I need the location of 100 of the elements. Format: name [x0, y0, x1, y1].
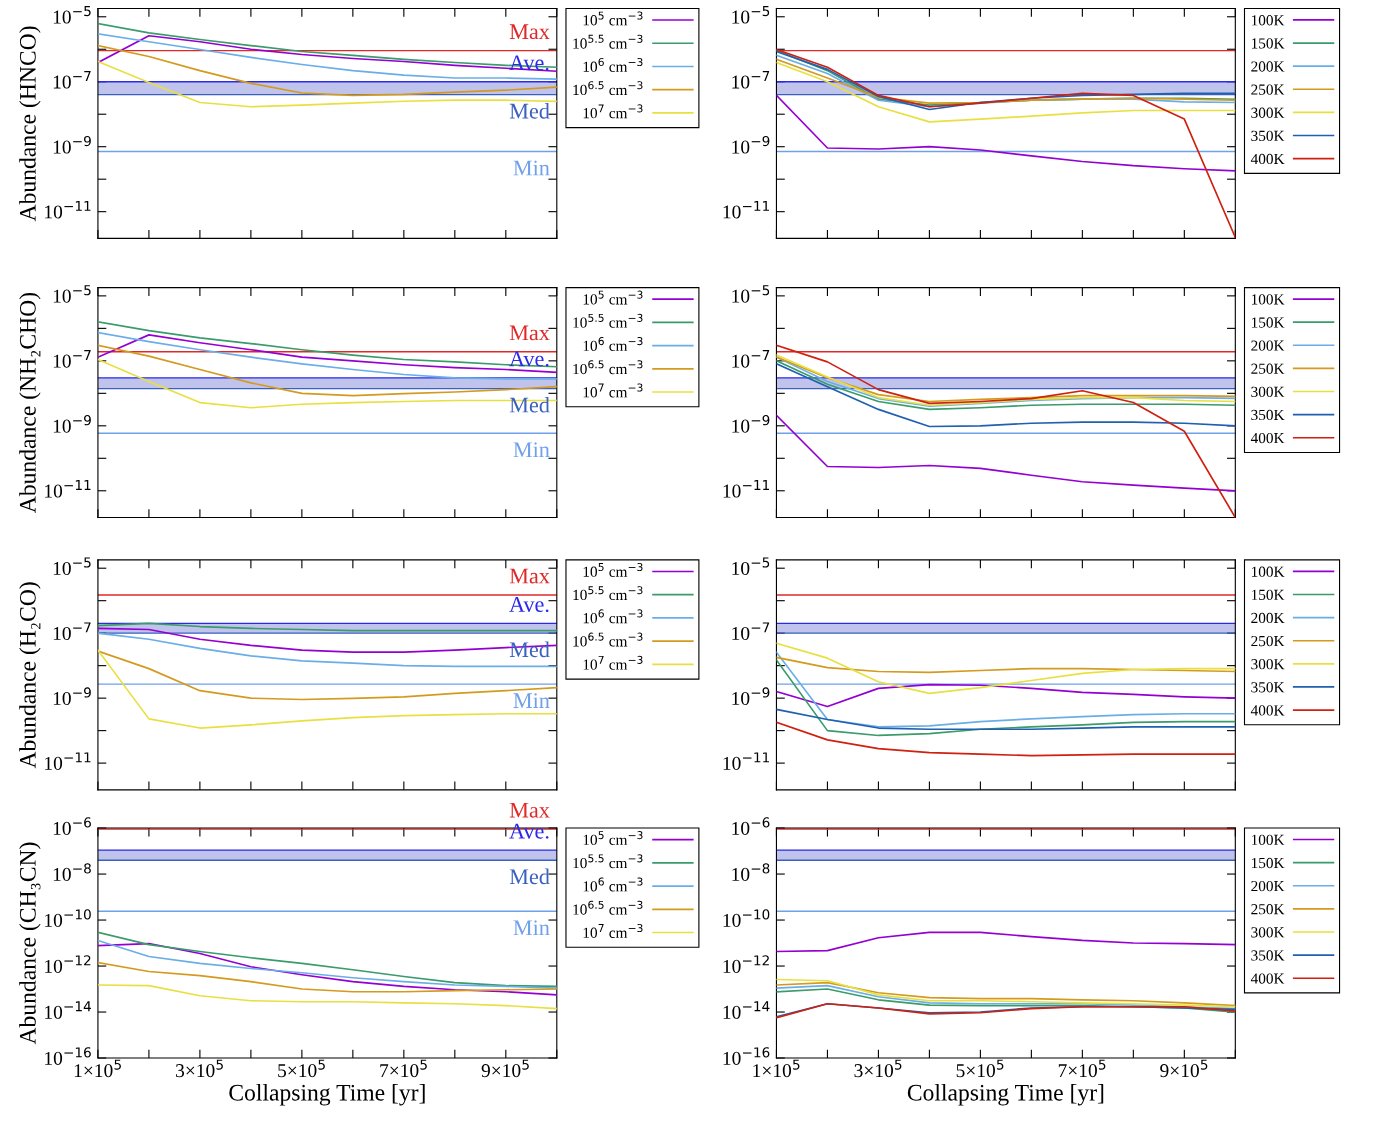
y-tick-label: 10$^{−9}$ [732, 414, 770, 433]
ref-line-label: Med [509, 102, 550, 119]
ref-line-label: Med [509, 868, 550, 885]
y-axis-title: Abundance (H₂CO) [19, 582, 41, 769]
legend-label: 400K [1250, 705, 1285, 716]
legend-label: 350K [1251, 130, 1285, 141]
legend-label: 10$^{5.5}$ cm$^{−3}$ [573, 586, 643, 601]
legend-label: 10$^{5}$ cm$^{−3}$ [583, 11, 643, 26]
legend-label: 10$^{6.5}$ cm$^{−3}$ [573, 900, 643, 915]
line-series [97, 942, 557, 996]
y-tick-label: 10$^{−6}$ [53, 817, 91, 835]
legend-label: 10$^{6.5}$ cm$^{−3}$ [573, 360, 643, 375]
y-tick-label: 10$^{−5}$ [732, 557, 770, 576]
legend-label: 150K [1251, 317, 1285, 328]
line-series [776, 414, 1236, 492]
y-tick-label: 10$^{−6}$ [732, 817, 770, 835]
y-tick-label: 10$^{−11}$ [723, 480, 769, 498]
ref-line-label: Max [509, 802, 550, 818]
y-tick-label: 10$^{−7}$ [53, 71, 91, 89]
y-tick-label: 10$^{−7}$ [53, 622, 91, 641]
legend-label: 100K [1251, 834, 1285, 846]
legend-label: 400K [1250, 153, 1285, 165]
y-tick-label: 10$^{−11}$ [723, 752, 769, 770]
x-tick-label: 7×10$^{5}$ [380, 1059, 427, 1078]
y-tick-label: 10$^{−14}$ [723, 1001, 770, 1019]
x-tick-label: 3×10$^{5}$ [176, 1059, 223, 1078]
legend-label: 400K [1250, 432, 1285, 444]
y-tick-label: 10$^{−11}$ [45, 200, 91, 219]
legend-label: 10$^{6}$ cm$^{−3}$ [583, 57, 643, 72]
ref-line-label: Ave. [509, 351, 549, 367]
legend-label: 200K [1251, 340, 1285, 351]
y-tick-label: 10$^{−8}$ [732, 863, 770, 881]
y-axis-title: Abundance (NH₂CHO) [19, 292, 41, 513]
legend-label: 150K [1251, 857, 1285, 869]
legend-label: 10$^{6.5}$ cm$^{−3}$ [573, 81, 643, 96]
line-series [97, 44, 557, 97]
legend-label: 200K [1251, 61, 1285, 72]
y-tick-label: 10$^{−11}$ [45, 752, 91, 770]
legend-label: 10$^{5.5}$ cm$^{−3}$ [573, 313, 643, 328]
line-series [776, 642, 1236, 695]
legend-label: 350K [1251, 409, 1285, 421]
y-tick-label: 10$^{−5}$ [53, 557, 91, 576]
y-tick-label: 10$^{−11}$ [45, 480, 91, 498]
legend-label: 200K [1251, 880, 1285, 892]
ref-line-label: Min [513, 442, 550, 458]
legend-label: 10$^{6.5}$ cm$^{−3}$ [573, 632, 643, 647]
ref-line-label: Max [509, 568, 550, 584]
legend-label: 10$^{7}$ cm$^{−3}$ [583, 383, 643, 398]
y-tick-label: 10$^{−7}$ [732, 622, 770, 641]
ref-line-label: Ave. [509, 597, 549, 613]
legend-label: 150K [1251, 38, 1285, 49]
legend-label: 300K [1251, 659, 1285, 670]
y-axis-title: Abundance (CH₃CN) [19, 842, 41, 1045]
ref-line-label: Min [513, 160, 550, 176]
line-series [776, 61, 1236, 123]
y-tick-label: 10$^{−14}$ [45, 1001, 91, 1019]
line-series [776, 683, 1236, 708]
line-series [97, 22, 557, 69]
line-series [776, 659, 1236, 737]
y-tick-label: 10$^{−9}$ [53, 687, 91, 706]
y-tick-label: 10$^{−10}$ [45, 909, 91, 927]
legend-label: 10$^{6}$ cm$^{−3}$ [583, 337, 643, 351]
y-tick-label: 10$^{−5}$ [53, 285, 91, 303]
legend-label: 10$^{5}$ cm$^{−3}$ [583, 562, 643, 577]
ref-line-label: Med [509, 396, 550, 413]
y-tick-label: 10$^{−7}$ [732, 350, 770, 368]
legend-label: 10$^{5.5}$ cm$^{−3}$ [573, 34, 643, 49]
line-series [97, 984, 557, 1010]
y-tick-label: 10$^{−9}$ [732, 135, 770, 154]
line-series [776, 931, 1236, 953]
y-tick-label: 10$^{−5}$ [53, 6, 91, 24]
x-tick-label: 3×10$^{5}$ [854, 1059, 902, 1078]
y-axis-title: Abundance (HNCO) [19, 26, 41, 222]
legend-label: 300K [1251, 107, 1285, 118]
line-series [97, 632, 557, 668]
line-series [776, 651, 1236, 728]
legend-label: 400K [1250, 973, 1285, 984]
ref-line-label: Min [513, 920, 550, 936]
ref-line-label: Min [513, 693, 550, 708]
legend-label: 10$^{7}$ cm$^{−3}$ [583, 923, 643, 938]
y-tick-label: 10$^{−10}$ [723, 909, 770, 927]
line-series [776, 721, 1236, 757]
legend-label: 350K [1251, 682, 1285, 693]
line-series [776, 362, 1236, 428]
y-tick-label: 10$^{−7}$ [53, 350, 91, 368]
legend-label: 150K [1251, 589, 1285, 600]
legend-label: 100K [1251, 566, 1285, 577]
y-tick-label: 10$^{−5}$ [732, 285, 770, 303]
y-tick-label: 10$^{−9}$ [53, 414, 91, 433]
x-tick-label: 7×10$^{5}$ [1058, 1059, 1106, 1078]
x-axis-title: Collapsing Time [yr] [229, 1084, 425, 1106]
x-tick-label: 9×10$^{5}$ [1160, 1059, 1208, 1078]
y-tick-label: 10$^{−11}$ [723, 200, 769, 219]
legend-label: 10$^{6}$ cm$^{−3}$ [583, 877, 643, 892]
legend-label: 10$^{7}$ cm$^{−3}$ [583, 104, 643, 119]
legend-label: 100K [1251, 15, 1285, 26]
line-series [97, 961, 557, 993]
legend-label: 250K [1251, 363, 1285, 374]
legend-label: 10$^{5}$ cm$^{−3}$ [583, 831, 643, 846]
y-tick-label: 10$^{−12}$ [45, 955, 91, 973]
